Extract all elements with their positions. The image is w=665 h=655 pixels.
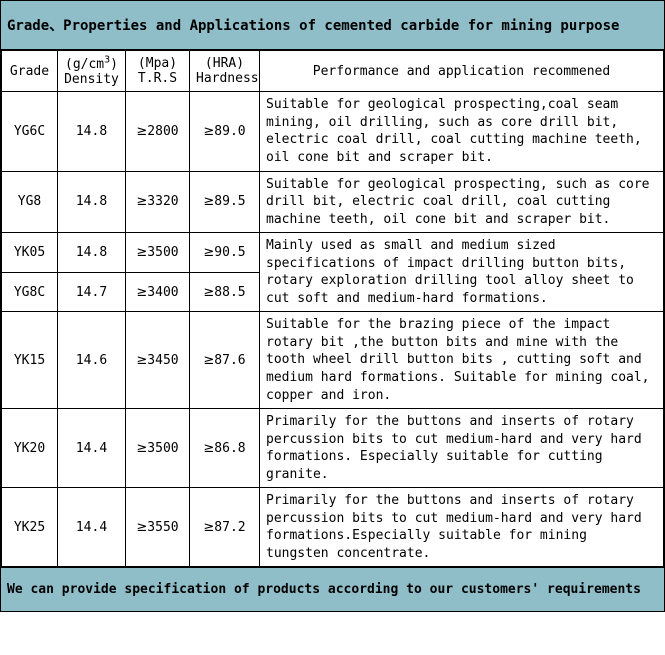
cell-hardness: ≥87.6 (190, 312, 260, 409)
hard-value: 87.6 (214, 353, 245, 368)
cell-app: Suitable for geological prospecting, suc… (260, 171, 664, 233)
table-row: YK25 14.4 ≥3550 ≥87.2 Primarily for the … (2, 488, 664, 567)
cell-hardness: ≥90.5 (190, 233, 260, 273)
cell-hardness: ≥88.5 (190, 272, 260, 312)
cell-density: 14.8 (58, 233, 126, 273)
ge-icon: ≥ (203, 194, 214, 209)
ge-icon: ≥ (136, 285, 147, 300)
cell-app: Primarily for the buttons and inserts of… (260, 488, 664, 567)
cell-density: 14.4 (58, 409, 126, 488)
trs-value: 3550 (147, 520, 178, 535)
col-grade: Grade (2, 51, 58, 92)
cell-hardness: ≥86.8 (190, 409, 260, 488)
col-hard-label: Hardness (196, 71, 259, 86)
cell-trs: ≥3500 (126, 409, 190, 488)
col-trs-unit: (Mpa) (138, 56, 177, 71)
ge-icon: ≥ (203, 124, 214, 139)
table-row: YG6C 14.8 ≥2800 ≥89.0 Suitable for geolo… (2, 92, 664, 171)
cell-trs: ≥3550 (126, 488, 190, 567)
footer-text: We can provide specification of products… (7, 582, 641, 597)
hard-value: 88.5 (214, 285, 245, 300)
col-hard-unit: (HRA) (205, 56, 244, 71)
trs-value: 3500 (147, 245, 178, 260)
col-trs-label: T.R.S (138, 71, 177, 86)
cell-hardness: ≥89.0 (190, 92, 260, 171)
cell-trs: ≥2800 (126, 92, 190, 171)
trs-value: 3400 (147, 285, 178, 300)
cell-hardness: ≥87.2 (190, 488, 260, 567)
cell-grade: YG8 (2, 171, 58, 233)
table-row: YK20 14.4 ≥3500 ≥86.8 Primarily for the … (2, 409, 664, 488)
cell-app-merged: Mainly used as small and medium sized sp… (260, 233, 664, 312)
ge-icon: ≥ (136, 353, 147, 368)
table-row: YK15 14.6 ≥3450 ≥87.6 Suitable for the b… (2, 312, 664, 409)
col-application: Performance and application recommened (260, 51, 664, 92)
cell-trs: ≥3500 (126, 233, 190, 273)
hard-value: 89.0 (214, 124, 245, 139)
trs-value: 3500 (147, 441, 178, 456)
cell-density: 14.7 (58, 272, 126, 312)
col-grade-label: Grade (10, 64, 49, 79)
header-row: Grade (g/cm3) Density (Mpa) T.R.S (HRA) … (2, 51, 664, 92)
ge-icon: ≥ (136, 124, 147, 139)
ge-icon: ≥ (203, 245, 214, 260)
ge-icon: ≥ (203, 353, 214, 368)
col-app-label: Performance and application recommened (313, 64, 610, 79)
cell-app: Suitable for geological prospecting,coal… (260, 92, 664, 171)
cell-grade: YK20 (2, 409, 58, 488)
cell-trs: ≥3400 (126, 272, 190, 312)
table-row: YG8 14.8 ≥3320 ≥89.5 Suitable for geolog… (2, 171, 664, 233)
trs-value: 3320 (147, 194, 178, 209)
hard-value: 86.8 (214, 441, 245, 456)
cell-grade: YG6C (2, 92, 58, 171)
cell-app: Suitable for the brazing piece of the im… (260, 312, 664, 409)
col-density: (g/cm3) Density (58, 51, 126, 92)
hard-value: 90.5 (214, 245, 245, 260)
ge-icon: ≥ (203, 520, 214, 535)
cell-grade: YK15 (2, 312, 58, 409)
table-row: YK05 14.8 ≥3500 ≥90.5 Mainly used as sma… (2, 233, 664, 273)
ge-icon: ≥ (136, 441, 147, 456)
col-density-unit: (g/cm3) (65, 57, 118, 72)
cell-density: 14.8 (58, 171, 126, 233)
title-band: Grade、Properties and Applications of cem… (1, 1, 664, 50)
cell-hardness: ≥89.5 (190, 171, 260, 233)
cell-app: Primarily for the buttons and inserts of… (260, 409, 664, 488)
col-density-label: Density (64, 72, 119, 87)
ge-icon: ≥ (136, 245, 147, 260)
cell-density: 14.8 (58, 92, 126, 171)
ge-icon: ≥ (136, 520, 147, 535)
ge-icon: ≥ (203, 285, 214, 300)
trs-value: 2800 (147, 124, 178, 139)
cell-grade: YK25 (2, 488, 58, 567)
cell-grade: YK05 (2, 233, 58, 273)
ge-icon: ≥ (203, 441, 214, 456)
title-text: Grade、Properties and Applications of cem… (7, 18, 619, 34)
footer-band: We can provide specification of products… (1, 567, 664, 611)
hard-value: 87.2 (214, 520, 245, 535)
ge-icon: ≥ (136, 194, 147, 209)
carbide-table: Grade (g/cm3) Density (Mpa) T.R.S (HRA) … (1, 50, 664, 567)
col-hardness: (HRA) Hardness (190, 51, 260, 92)
cell-trs: ≥3320 (126, 171, 190, 233)
hard-value: 89.5 (214, 194, 245, 209)
cell-density: 14.4 (58, 488, 126, 567)
cell-density: 14.6 (58, 312, 126, 409)
cell-grade: YG8C (2, 272, 58, 312)
table-body: YG6C 14.8 ≥2800 ≥89.0 Suitable for geolo… (2, 92, 664, 567)
cell-trs: ≥3450 (126, 312, 190, 409)
col-trs: (Mpa) T.R.S (126, 51, 190, 92)
trs-value: 3450 (147, 353, 178, 368)
table-container: Grade、Properties and Applications of cem… (0, 0, 665, 612)
